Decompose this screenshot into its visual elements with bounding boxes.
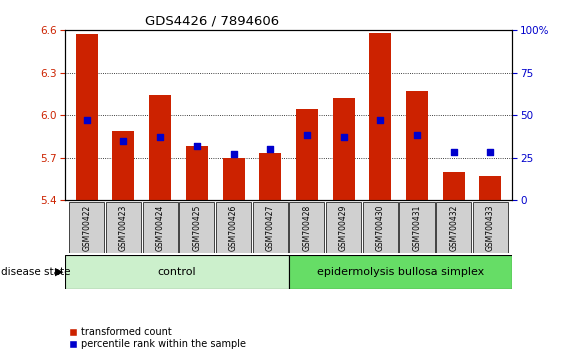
Point bbox=[266, 146, 275, 152]
Text: GSM700427: GSM700427 bbox=[266, 204, 275, 251]
FancyBboxPatch shape bbox=[363, 202, 398, 253]
Point bbox=[229, 151, 238, 157]
Text: GSM700424: GSM700424 bbox=[155, 204, 164, 251]
Text: GSM700425: GSM700425 bbox=[193, 204, 202, 251]
Point bbox=[119, 138, 128, 143]
FancyBboxPatch shape bbox=[69, 202, 104, 253]
FancyBboxPatch shape bbox=[436, 202, 471, 253]
Point bbox=[376, 117, 385, 123]
FancyBboxPatch shape bbox=[142, 202, 178, 253]
FancyBboxPatch shape bbox=[326, 202, 361, 253]
FancyBboxPatch shape bbox=[65, 255, 289, 289]
FancyBboxPatch shape bbox=[216, 202, 251, 253]
Bar bbox=[296, 109, 318, 200]
Bar bbox=[76, 34, 98, 200]
FancyBboxPatch shape bbox=[399, 202, 435, 253]
Point bbox=[155, 134, 164, 140]
Text: epidermolysis bullosa simplex: epidermolysis bullosa simplex bbox=[317, 267, 484, 277]
FancyBboxPatch shape bbox=[253, 202, 288, 253]
FancyBboxPatch shape bbox=[106, 202, 141, 253]
Bar bbox=[186, 146, 208, 200]
Text: control: control bbox=[157, 267, 196, 277]
Text: GSM700422: GSM700422 bbox=[82, 204, 91, 251]
Legend: transformed count, percentile rank within the sample: transformed count, percentile rank withi… bbox=[70, 327, 246, 349]
Point bbox=[193, 143, 202, 148]
Text: disease state: disease state bbox=[1, 267, 70, 277]
FancyBboxPatch shape bbox=[473, 202, 508, 253]
FancyBboxPatch shape bbox=[179, 202, 215, 253]
Bar bbox=[479, 176, 501, 200]
Text: GSM700423: GSM700423 bbox=[119, 204, 128, 251]
Text: GDS4426 / 7894606: GDS4426 / 7894606 bbox=[145, 15, 279, 28]
Point bbox=[339, 134, 348, 140]
Bar bbox=[333, 98, 355, 200]
Point bbox=[449, 150, 458, 155]
Text: ▶: ▶ bbox=[55, 267, 64, 277]
Point bbox=[82, 117, 91, 123]
Text: GSM700432: GSM700432 bbox=[449, 204, 458, 251]
Bar bbox=[149, 95, 171, 200]
Text: GSM700433: GSM700433 bbox=[486, 204, 495, 251]
Text: GSM700430: GSM700430 bbox=[376, 204, 385, 251]
FancyBboxPatch shape bbox=[289, 202, 324, 253]
Text: GSM700428: GSM700428 bbox=[302, 204, 311, 251]
Bar bbox=[222, 158, 244, 200]
FancyBboxPatch shape bbox=[289, 255, 512, 289]
Point bbox=[486, 150, 495, 155]
Bar bbox=[443, 172, 464, 200]
Bar bbox=[406, 91, 428, 200]
Bar bbox=[369, 33, 391, 200]
Text: GSM700429: GSM700429 bbox=[339, 204, 348, 251]
Text: GSM700426: GSM700426 bbox=[229, 204, 238, 251]
Bar bbox=[113, 131, 135, 200]
Text: GSM700431: GSM700431 bbox=[413, 204, 422, 251]
Point bbox=[413, 133, 422, 138]
Bar bbox=[259, 153, 281, 200]
Point bbox=[302, 133, 311, 138]
